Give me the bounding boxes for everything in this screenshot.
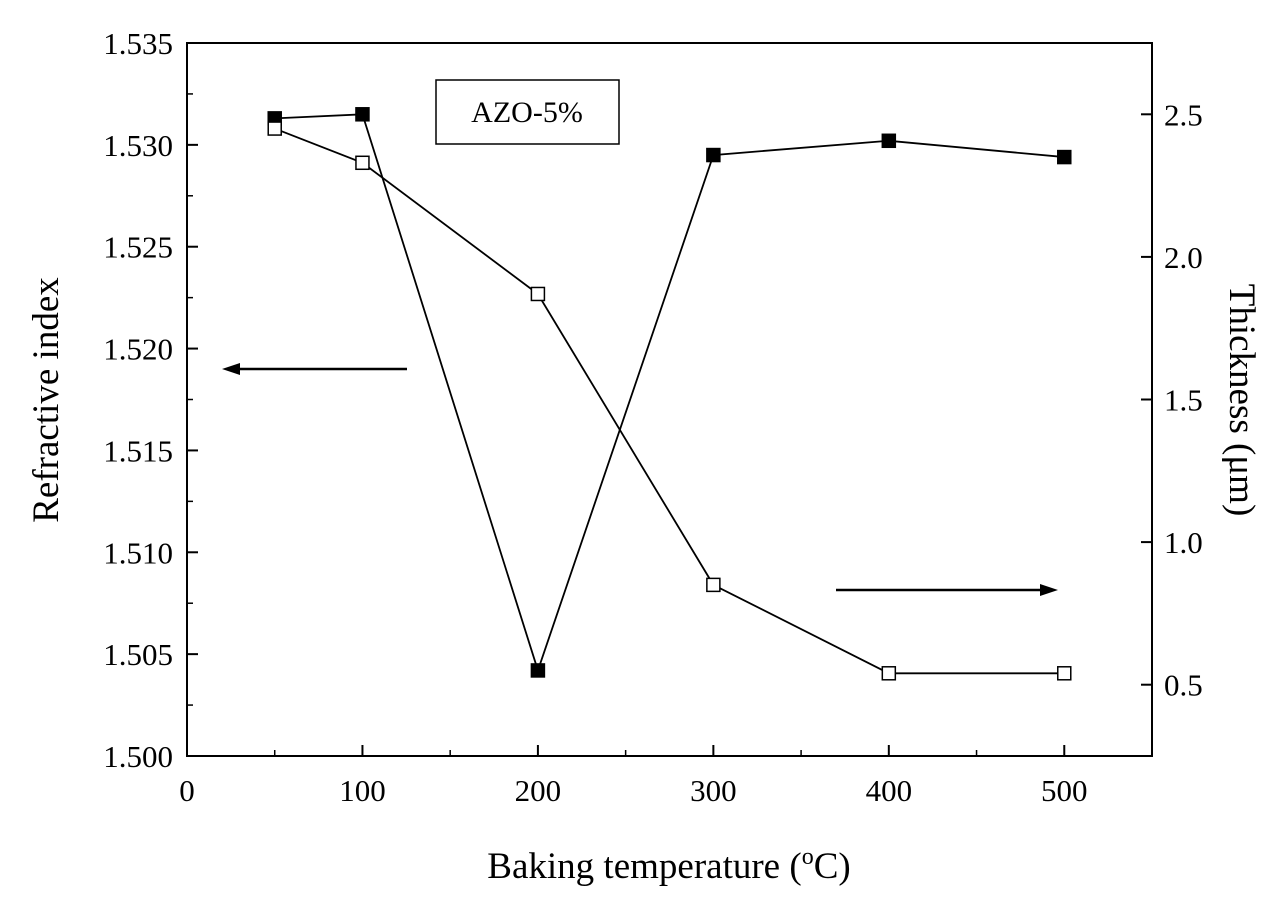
series-2-marker bbox=[530, 286, 546, 302]
series-1-marker bbox=[355, 107, 370, 122]
y-left-tick-label: 1.530 bbox=[103, 128, 173, 163]
y-right-tick-label: 0.5 bbox=[1164, 668, 1203, 703]
x-tick-label: 200 bbox=[515, 773, 562, 808]
left-y-axis-ticks: 1.500 1.505 1.510 1.515 1.520 1.525 1.530 1.535 bbox=[103, 26, 198, 774]
x-tick-label: 400 bbox=[866, 773, 913, 808]
series-1-marker bbox=[530, 663, 546, 678]
y-left-tick-label: 1.515 bbox=[103, 433, 173, 468]
series-1-marker bbox=[1057, 149, 1072, 165]
series-markers bbox=[267, 107, 1072, 681]
series-2-marker bbox=[706, 577, 721, 593]
left-y-axis-title: Refractive index bbox=[26, 277, 67, 523]
series-2-marker bbox=[355, 155, 370, 171]
legend-box bbox=[435, 79, 620, 145]
x-tick-label: 300 bbox=[690, 773, 737, 808]
series-2-marker bbox=[1057, 666, 1072, 681]
legend: AZO-5% bbox=[435, 79, 620, 145]
y-right-tick-label: 2.5 bbox=[1164, 97, 1203, 132]
series-1-marker bbox=[881, 133, 897, 149]
x-axis-title: Baking temperature (oC) bbox=[487, 844, 850, 887]
series-2-marker bbox=[267, 121, 282, 136]
right-axis-arrow bbox=[836, 584, 1058, 596]
x-tick-label: 0 bbox=[179, 773, 195, 808]
y-left-tick-label: 1.535 bbox=[103, 26, 173, 61]
series-2-line bbox=[274, 127, 1065, 675]
y-right-tick-label: 1.5 bbox=[1164, 383, 1203, 418]
legend-label: AZO-5% bbox=[471, 96, 583, 129]
y-left-tick-label: 1.520 bbox=[103, 332, 173, 367]
right-y-axis-ticks: 0.5 1.0 1.5 2.0 2.5 bbox=[1141, 97, 1203, 703]
series-lines bbox=[274, 113, 1065, 675]
y-left-tick-label: 1.505 bbox=[103, 637, 173, 672]
x-axis-ticks: 0 100 200 300 400 500 bbox=[179, 745, 1088, 808]
y-left-tick-label: 1.525 bbox=[103, 230, 173, 265]
y-left-tick-label: 1.510 bbox=[103, 535, 173, 570]
x-tick-label: 100 bbox=[339, 773, 386, 808]
left-axis-arrow bbox=[222, 363, 407, 375]
y-right-tick-label: 2.0 bbox=[1164, 240, 1203, 275]
x-tick-label: 500 bbox=[1041, 773, 1088, 808]
series-1-marker bbox=[706, 147, 721, 163]
series-2-marker bbox=[881, 666, 897, 681]
y-right-tick-label: 1.0 bbox=[1164, 525, 1203, 560]
y-left-tick-label: 1.500 bbox=[103, 739, 173, 774]
right-y-axis-title: Thickness (μm) bbox=[1221, 284, 1262, 517]
series-1-line bbox=[274, 113, 1065, 674]
